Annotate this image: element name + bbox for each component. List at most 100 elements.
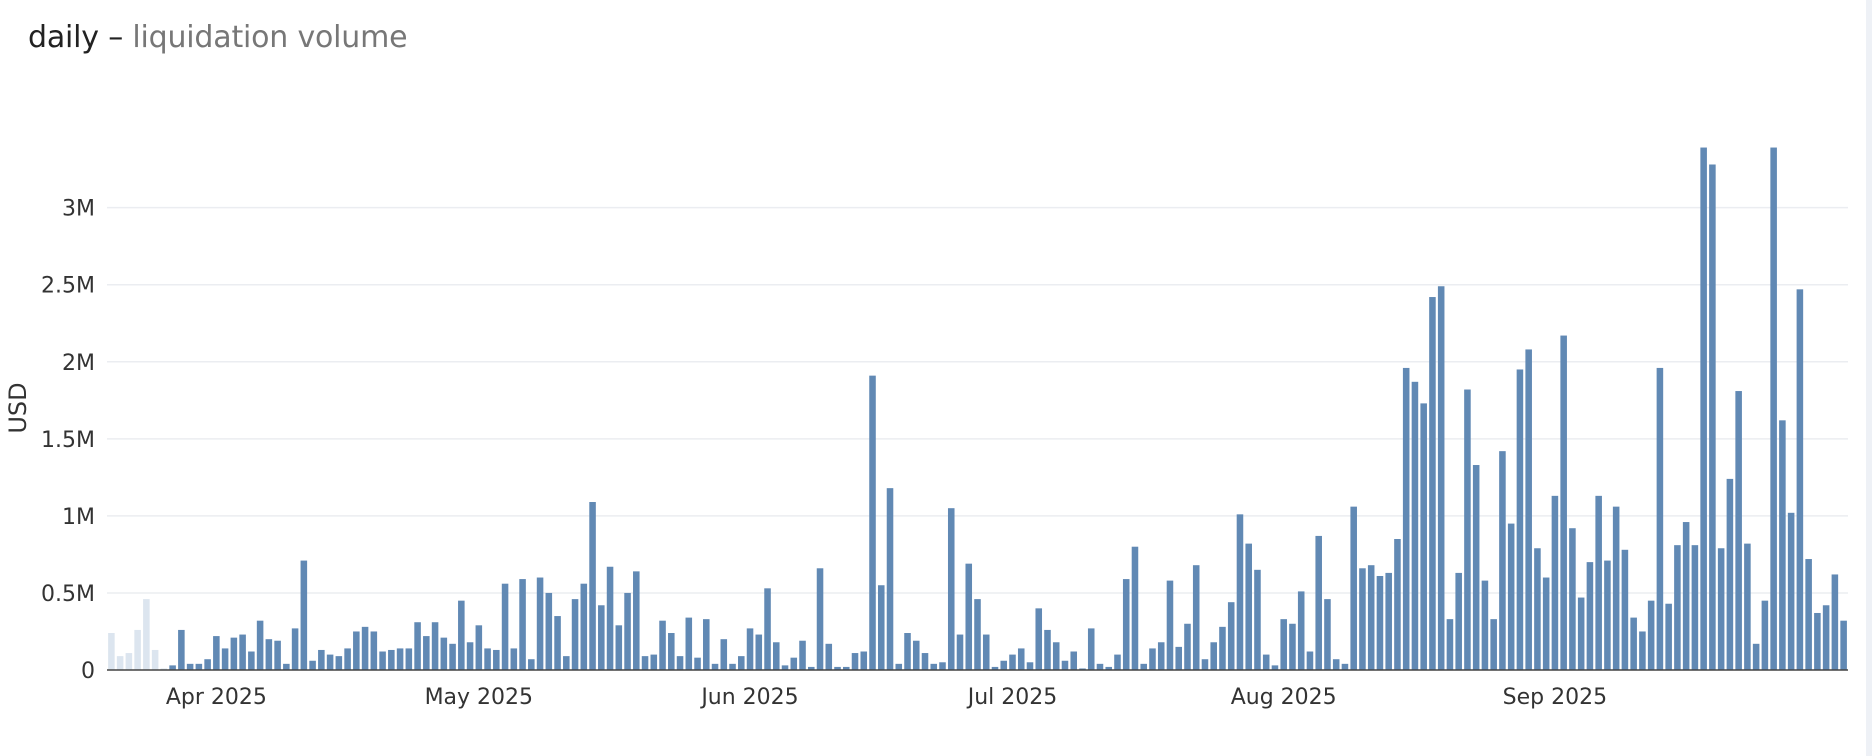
bar[interactable] — [151, 649, 159, 670]
bar[interactable] — [1446, 619, 1454, 670]
bar[interactable] — [1752, 643, 1760, 670]
bar[interactable] — [563, 656, 570, 670]
bar[interactable] — [1691, 545, 1699, 670]
bar[interactable] — [685, 617, 693, 670]
bar[interactable] — [650, 654, 658, 670]
bar[interactable] — [825, 643, 833, 670]
bar[interactable] — [125, 653, 133, 670]
bar[interactable] — [396, 648, 404, 670]
bar[interactable] — [230, 637, 238, 670]
bar[interactable] — [519, 579, 526, 670]
bar[interactable] — [1131, 546, 1139, 670]
bar[interactable] — [808, 666, 815, 670]
bar[interactable] — [1289, 623, 1296, 670]
bar[interactable] — [204, 659, 211, 670]
bar[interactable] — [1796, 289, 1804, 670]
bar[interactable] — [1140, 663, 1147, 670]
bar[interactable] — [1779, 420, 1786, 670]
bar[interactable] — [1175, 646, 1182, 670]
bar[interactable] — [869, 375, 876, 670]
bar[interactable] — [877, 585, 885, 670]
bar[interactable] — [1385, 572, 1392, 670]
bar[interactable] — [886, 488, 894, 670]
bar[interactable] — [545, 592, 553, 670]
bar[interactable] — [694, 657, 701, 670]
bar[interactable] — [195, 663, 203, 670]
bar[interactable] — [1087, 628, 1095, 670]
bar[interactable] — [1402, 367, 1410, 670]
bar[interactable] — [912, 640, 920, 670]
bar[interactable] — [1315, 535, 1322, 670]
bar[interactable] — [1280, 619, 1287, 670]
bar[interactable] — [1499, 451, 1506, 670]
bar[interactable] — [755, 634, 763, 670]
bar[interactable] — [729, 663, 736, 670]
bar[interactable] — [1105, 666, 1113, 670]
bar[interactable] — [860, 651, 868, 670]
bar[interactable] — [606, 566, 614, 670]
bar[interactable] — [475, 625, 483, 670]
bar[interactable] — [982, 634, 990, 670]
bar[interactable] — [1079, 668, 1086, 670]
bar[interactable] — [300, 560, 308, 670]
bar[interactable] — [834, 666, 841, 670]
bar[interactable] — [1814, 612, 1821, 670]
bar[interactable] — [1630, 617, 1637, 670]
bar[interactable] — [1744, 543, 1751, 670]
bar[interactable] — [1665, 603, 1672, 670]
bar[interactable] — [1184, 623, 1191, 670]
bar[interactable] — [956, 634, 964, 670]
bar[interactable] — [1429, 297, 1436, 670]
bar[interactable] — [318, 649, 325, 670]
bar[interactable] — [484, 648, 491, 670]
bar[interactable] — [711, 663, 719, 670]
bar[interactable] — [143, 599, 150, 670]
bar[interactable] — [1464, 389, 1471, 670]
bar[interactable] — [169, 665, 176, 670]
bar[interactable] — [1726, 478, 1734, 670]
bar[interactable] — [1455, 572, 1462, 670]
bar[interactable] — [1350, 506, 1357, 670]
bar[interactable] — [1551, 495, 1559, 670]
bar[interactable] — [186, 663, 194, 670]
bar[interactable] — [1700, 147, 1707, 671]
bar[interactable] — [1254, 569, 1261, 670]
bar[interactable] — [283, 663, 290, 670]
bar[interactable] — [178, 629, 185, 670]
bar[interactable] — [1805, 559, 1812, 670]
bar[interactable] — [1595, 495, 1602, 670]
bar[interactable] — [598, 605, 605, 670]
bar[interactable] — [580, 583, 588, 670]
bar[interactable] — [1586, 562, 1594, 670]
bar[interactable] — [501, 583, 509, 670]
bar[interactable] — [720, 639, 728, 670]
bar[interactable] — [239, 634, 246, 670]
bar[interactable] — [1717, 548, 1725, 670]
bar[interactable] — [930, 663, 938, 670]
bar[interactable] — [1639, 631, 1646, 670]
bar[interactable] — [1709, 164, 1716, 671]
bar[interactable] — [1770, 147, 1777, 671]
bar[interactable] — [466, 642, 474, 670]
bar[interactable] — [842, 666, 850, 670]
bar[interactable] — [1359, 568, 1366, 670]
bar[interactable] — [1271, 665, 1279, 670]
bar[interactable] — [536, 577, 544, 670]
bar[interactable] — [1166, 580, 1174, 670]
bar[interactable] — [1761, 600, 1769, 670]
bar[interactable] — [1096, 663, 1104, 670]
bar[interactable] — [1192, 565, 1200, 670]
bar[interactable] — [1026, 662, 1034, 670]
bar[interactable] — [746, 628, 754, 670]
bar[interactable] — [1227, 602, 1235, 670]
bar[interactable] — [816, 568, 824, 670]
bar[interactable] — [1604, 560, 1611, 670]
bar[interactable] — [1262, 654, 1270, 670]
bar[interactable] — [1367, 565, 1375, 670]
bar[interactable] — [921, 653, 929, 670]
bar[interactable] — [405, 648, 413, 670]
bar[interactable] — [431, 622, 439, 670]
bar[interactable] — [904, 633, 911, 670]
bar[interactable] — [326, 654, 334, 670]
bar[interactable] — [939, 662, 946, 670]
